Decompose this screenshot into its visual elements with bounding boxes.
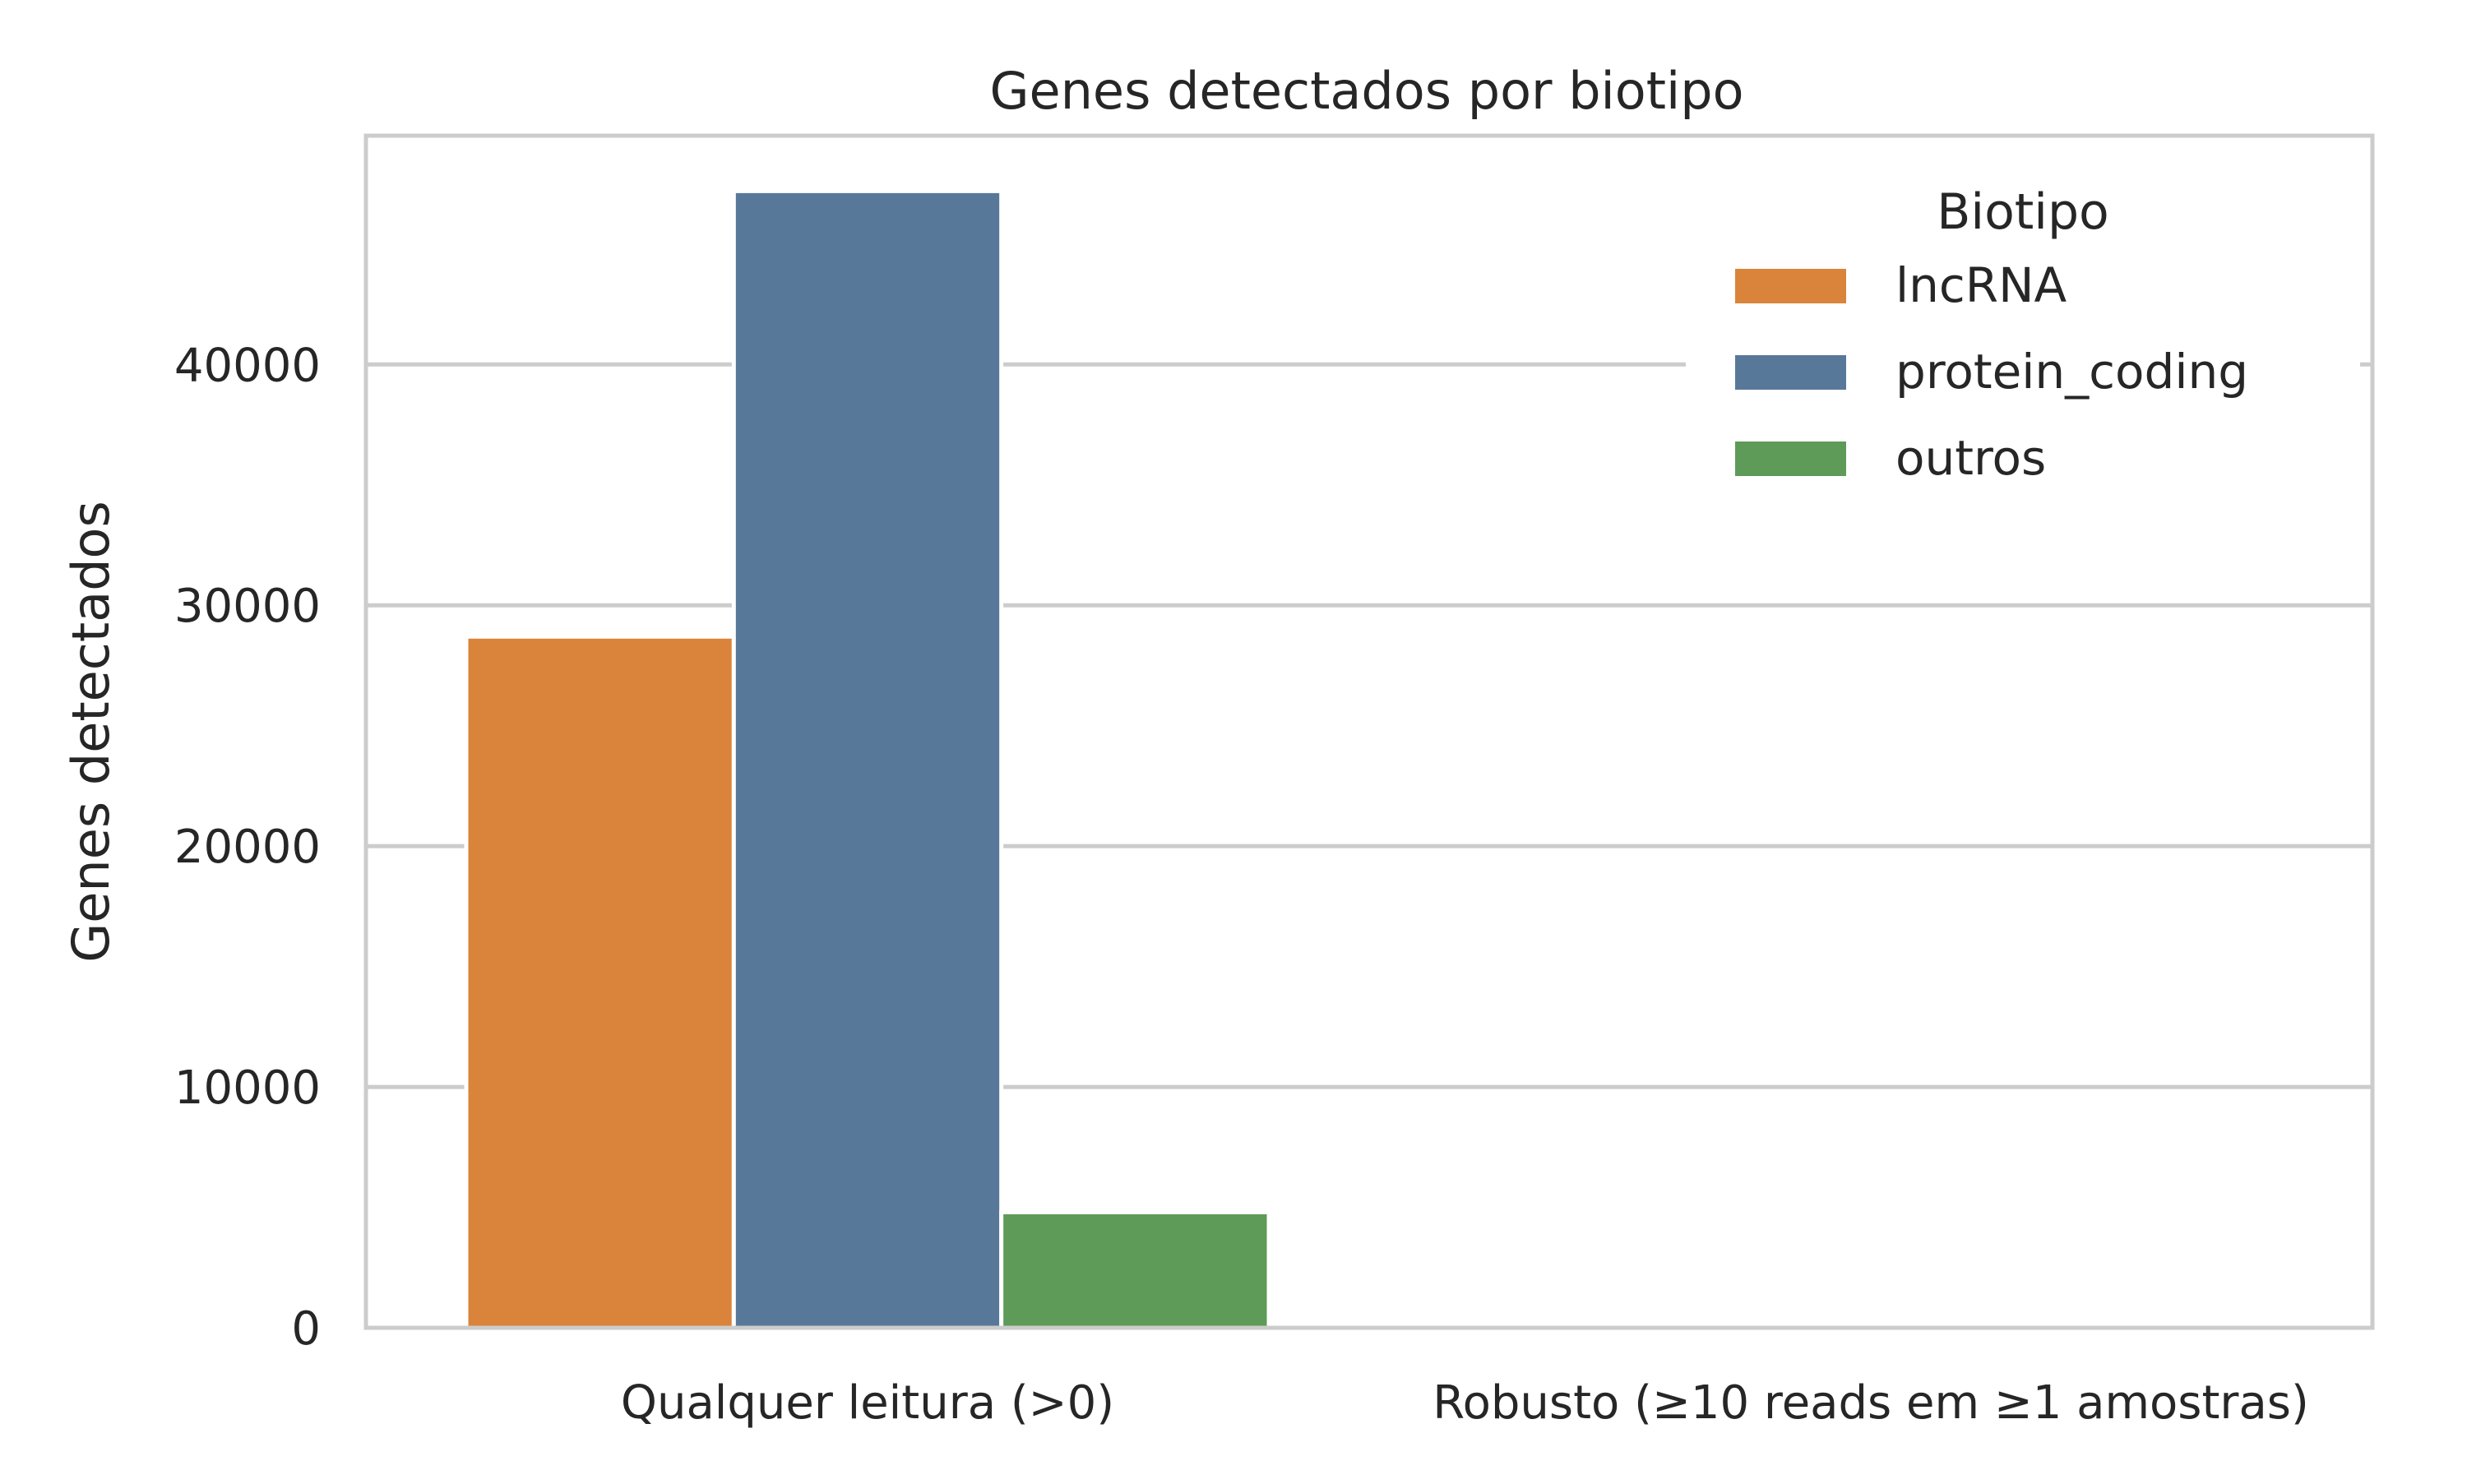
y-axis-label: Genes detectados bbox=[61, 501, 121, 963]
y-tick-labels: 0 10000 20000 30000 40000 bbox=[174, 339, 321, 1356]
y-tick-label: 0 bbox=[291, 1302, 321, 1356]
legend-label-protein-coding: protein_coding bbox=[1895, 344, 2248, 400]
y-tick-label: 30000 bbox=[174, 580, 321, 633]
y-tick-label: 40000 bbox=[174, 339, 321, 392]
x-tick-labels: Qualquer leitura (>0) Robusto (≥10 reads … bbox=[621, 1376, 2309, 1430]
legend-label-outros: outros bbox=[1895, 430, 2046, 486]
legend-label-lncRNA: lncRNA bbox=[1895, 257, 2067, 313]
legend-swatch-protein-coding bbox=[1735, 355, 1846, 390]
legend-swatch-lncRNA bbox=[1735, 269, 1846, 303]
x-tick-label: Robusto (≥10 reads em ≥1 amostras) bbox=[1433, 1376, 2309, 1430]
bar-protein-coding bbox=[731, 188, 1004, 1330]
bars bbox=[464, 188, 1271, 1330]
y-tick-label: 10000 bbox=[174, 1061, 321, 1115]
bar-outros bbox=[999, 1209, 1271, 1330]
legend-title: Biotipo bbox=[1937, 183, 2109, 241]
plot-frame bbox=[363, 133, 2375, 1330]
x-tick-label: Qualquer leitura (>0) bbox=[621, 1376, 1114, 1430]
legend-swatch-outros bbox=[1735, 442, 1846, 476]
chart-title: Genes detectados por biotipo bbox=[989, 61, 1743, 121]
bar-lncRNA bbox=[464, 634, 736, 1330]
y-tick-label: 20000 bbox=[174, 821, 321, 874]
